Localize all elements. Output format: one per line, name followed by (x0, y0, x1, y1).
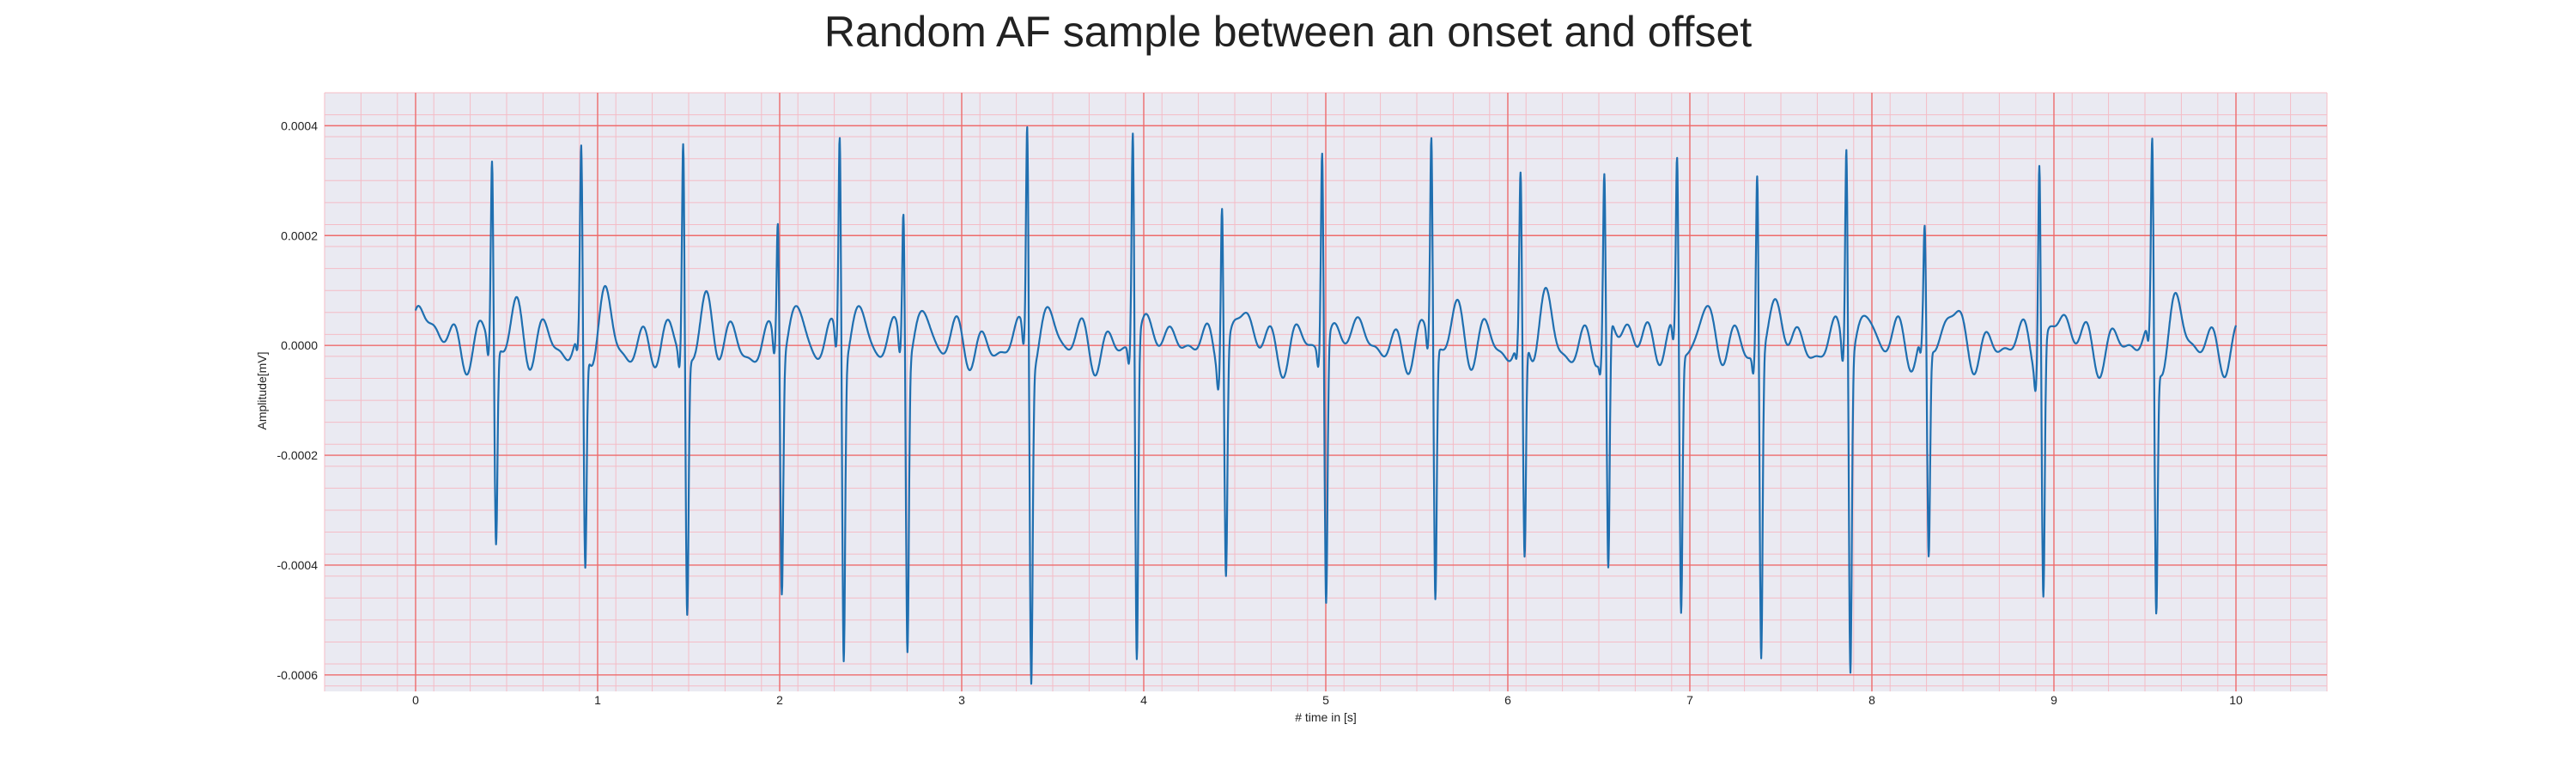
x-axis-label: # time in [s] (1295, 710, 1357, 724)
y-tick-label: -0.0002 (277, 448, 319, 462)
x-tick-label: 1 (594, 693, 601, 707)
x-tick-label: 3 (958, 693, 965, 707)
y-tick-labels: 0.0004 0.0002 0.0000 -0.0002 -0.0004 -0.0006 (277, 119, 319, 681)
major-grid (325, 93, 2327, 691)
x-tick-label: 2 (776, 693, 783, 707)
y-tick-label: -0.0004 (277, 558, 319, 572)
x-tick-label: 5 (1322, 693, 1329, 707)
y-tick-label: 0.0002 (281, 228, 318, 242)
y-tick-label: -0.0006 (277, 668, 319, 682)
x-tick-label: 10 (2229, 693, 2243, 707)
y-axis-label: Amplitude[mV] (255, 351, 269, 429)
x-tick-label: 7 (1686, 693, 1693, 707)
chart-title: Random AF sample between an onset and of… (823, 8, 1753, 56)
x-tick-label: 8 (1868, 693, 1875, 707)
y-tick-label: 0.0004 (281, 119, 318, 132)
x-tick-label: 0 (412, 693, 419, 707)
x-tick-label: 4 (1140, 693, 1147, 707)
x-tick-labels: 0 1 2 3 4 5 6 7 8 9 10 (412, 693, 2243, 707)
x-tick-label: 6 (1504, 693, 1511, 707)
x-tick-label: 9 (2050, 693, 2057, 707)
ecg-series-line (414, 126, 2238, 685)
y-tick-label: 0.0000 (281, 338, 318, 352)
